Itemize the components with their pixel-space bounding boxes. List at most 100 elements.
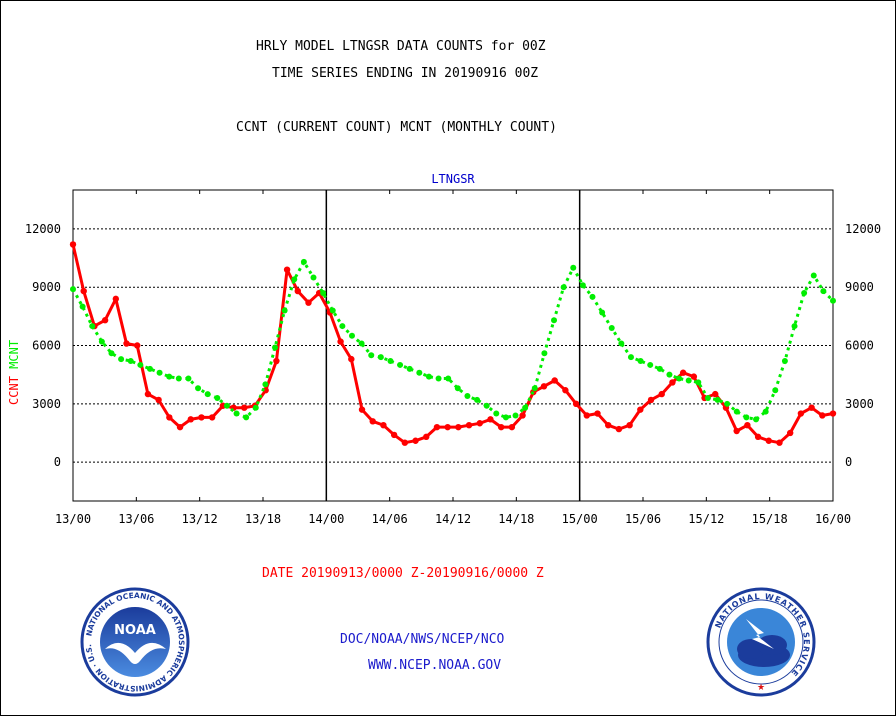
- footer-org: DOC/NOAA/NWS/NCEP/NCO: [340, 632, 505, 647]
- data-point-mcnt: [695, 379, 702, 386]
- footer-url[interactable]: WWW.NCEP.NOAA.GOV: [368, 658, 502, 673]
- data-point-ccnt: [166, 414, 173, 421]
- y-tick-label-left: 6000: [32, 339, 61, 353]
- data-point-ccnt: [540, 383, 548, 390]
- data-point-mcnt: [204, 391, 211, 398]
- data-point-ccnt: [829, 410, 837, 417]
- data-point-mcnt: [627, 354, 634, 361]
- data-point-mcnt: [368, 352, 375, 359]
- data-point-mcnt: [377, 354, 384, 361]
- data-point-mcnt: [656, 365, 663, 372]
- data-point-ccnt: [123, 340, 130, 347]
- data-point-ccnt: [776, 439, 783, 446]
- data-point-mcnt: [685, 377, 692, 384]
- data-point-mcnt: [435, 375, 442, 382]
- data-point-mcnt: [262, 381, 269, 388]
- series-line-mcnt: [71, 260, 835, 421]
- data-point-mcnt: [320, 290, 327, 297]
- data-point-ccnt: [497, 423, 505, 431]
- x-tick-label: 14/18: [498, 512, 534, 526]
- data-point-ccnt: [733, 427, 740, 435]
- data-point-ccnt: [572, 400, 580, 408]
- data-point-mcnt: [820, 288, 827, 295]
- x-tick-label: 15/00: [562, 512, 598, 526]
- data-point-mcnt: [483, 402, 490, 409]
- data-point-mcnt: [512, 412, 519, 419]
- svg-text:NOAA: NOAA: [114, 623, 156, 638]
- x-tick-label: 15/06: [625, 512, 661, 526]
- data-point-mcnt: [291, 276, 298, 283]
- data-point-mcnt: [272, 344, 279, 351]
- data-point-mcnt: [223, 402, 230, 409]
- data-point-ccnt: [273, 357, 280, 365]
- x-tick-label: 14/00: [308, 512, 344, 526]
- nws-logo-icon: NATIONAL WEATHER SERVICE ★: [706, 587, 816, 697]
- data-point-mcnt: [175, 375, 182, 382]
- data-point-mcnt: [397, 361, 404, 368]
- x-tick-label: 14/06: [372, 512, 408, 526]
- data-point-ccnt: [786, 429, 794, 437]
- data-point-mcnt: [772, 387, 779, 394]
- chart-title-line1: HRLY MODEL LTNGSR DATA COUNTS for 00Z: [256, 39, 546, 54]
- x-tick-label: 13/06: [118, 512, 154, 526]
- data-point-mcnt: [127, 358, 134, 365]
- y-tick-label-right: 0: [845, 455, 852, 469]
- y-axis-label: CCNT MCNT: [7, 340, 21, 405]
- data-point-mcnt: [416, 369, 423, 376]
- data-point-mcnt: [541, 350, 548, 357]
- data-point-mcnt: [599, 309, 606, 316]
- data-point-mcnt: [137, 361, 144, 368]
- data-point-ccnt: [679, 369, 687, 376]
- data-point-mcnt: [570, 264, 577, 271]
- data-point-mcnt: [724, 400, 731, 407]
- data-point-mcnt: [445, 375, 452, 382]
- data-point-mcnt: [358, 340, 365, 347]
- data-point-mcnt: [252, 404, 259, 411]
- date-range: DATE 20190913/0000 Z-20190916/0000 Z: [262, 566, 544, 581]
- x-tick-label: 14/12: [435, 512, 471, 526]
- data-point-mcnt: [522, 404, 529, 411]
- y-tick-label-left: 12000: [25, 222, 61, 236]
- data-point-ccnt: [615, 425, 623, 433]
- data-point-mcnt: [348, 332, 355, 339]
- data-point-mcnt: [310, 274, 317, 281]
- data-point-mcnt: [589, 293, 596, 300]
- data-point-ccnt: [176, 423, 184, 431]
- data-point-mcnt: [89, 323, 96, 330]
- y-axis-label-ccnt: CCNT: [7, 369, 21, 405]
- data-point-ccnt: [294, 287, 301, 295]
- data-point-mcnt: [185, 375, 192, 382]
- data-point-ccnt: [797, 410, 805, 417]
- data-point-mcnt: [743, 414, 750, 421]
- data-point-ccnt: [669, 379, 676, 386]
- data-point-mcnt: [762, 408, 769, 415]
- data-point-ccnt: [305, 299, 312, 306]
- data-point-ccnt: [101, 317, 109, 324]
- data-point-ccnt: [348, 355, 355, 363]
- data-point-ccnt: [744, 421, 751, 429]
- data-point-ccnt: [712, 390, 719, 398]
- data-point-mcnt: [666, 371, 673, 378]
- chart-legend-description: CCNT (CURRENT COUNT) MCNT (MONTHLY COUNT…: [236, 120, 557, 135]
- data-point-mcnt: [300, 258, 307, 265]
- data-point-ccnt: [808, 404, 815, 411]
- data-point-ccnt: [626, 421, 633, 429]
- data-point-ccnt: [208, 414, 216, 421]
- data-point-mcnt: [195, 385, 202, 392]
- data-point-ccnt: [412, 437, 419, 444]
- data-point-mcnt: [339, 323, 346, 330]
- x-tick-label: 13/18: [245, 512, 281, 526]
- data-point-mcnt: [387, 358, 394, 365]
- data-point-ccnt: [390, 431, 398, 439]
- panel-title: LTNGSR: [431, 172, 475, 186]
- data-point-mcnt: [810, 272, 817, 279]
- data-point-mcnt: [714, 396, 721, 403]
- y-tick-label-left: 9000: [32, 280, 61, 294]
- data-point-mcnt: [502, 414, 509, 421]
- data-point-ccnt: [401, 439, 409, 446]
- data-point-mcnt: [233, 410, 240, 417]
- y-tick-label-right: 6000: [845, 339, 874, 353]
- x-tick-label: 13/12: [182, 512, 218, 526]
- data-point-mcnt: [579, 282, 586, 289]
